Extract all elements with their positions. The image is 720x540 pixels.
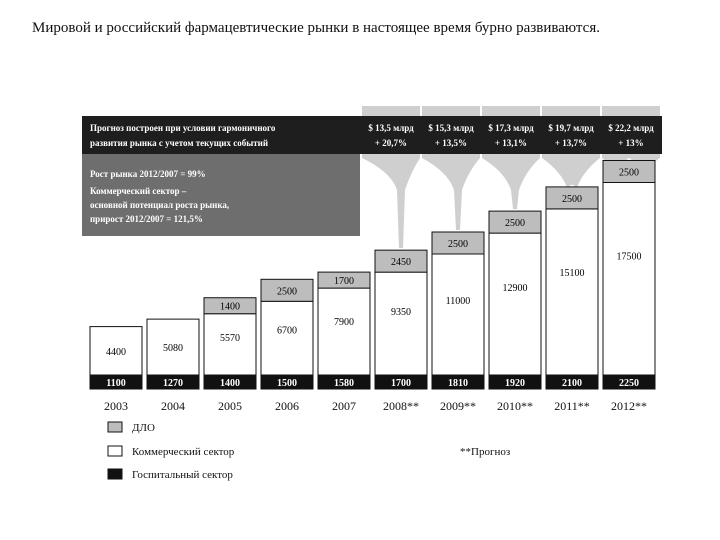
bar-dlo-2012** [602,160,656,183]
label-hospital-2012**: 2250 [619,378,639,389]
bar-commercial-2004 [146,318,200,376]
bar-commercial-2009** [431,253,485,376]
label-commercial-2008**: 9350 [391,307,411,318]
bar-dlo-2008** [374,249,428,273]
label-hospital-2009**: 1810 [448,378,468,389]
bar-dlo-2007 [317,271,371,289]
legend-label-dlo: ДЛО [132,422,155,434]
forecast-amount-2009**: $ 15,3 млрд [428,123,474,133]
label-dlo-2006: 2500 [277,286,297,297]
bar-dlo-2006 [260,278,314,302]
year-axis: 2003 2004 2005 2006 2007 2008** 2009** 2010** 20… [104,399,647,413]
year-label-2004: 2004 [161,399,185,413]
header-line-1: Прогноз построен при условии гармоничног… [90,123,276,133]
year-label-2007: 2007 [332,399,356,413]
bar-commercial-2008** [374,271,428,376]
bar-dlo-2009** [431,231,485,255]
year-label-2010**: 2010** [497,399,533,413]
label-commercial-2004: 5080 [163,343,183,354]
label-dlo-2007: 1700 [334,276,354,287]
stacked-bars: 1100 4400 1270 5080 1400 5570 1400 1500 6700 2500… [89,160,656,390]
legend-swatch-commercial [107,445,123,457]
label-dlo-2008**: 2450 [391,257,411,268]
year-label-2011**: 2011** [554,399,590,413]
year-label-2012**: 2012** [611,399,647,413]
bar-dlo-2010** [488,210,542,234]
bar-commercial-2005 [203,313,257,376]
year-label-2003: 2003 [104,399,128,413]
forecast-labels: $ 13,5 млрд + 20,7% $ 15,3 млрд + 13,5% $ 17… [368,123,654,148]
label-dlo-2010**: 2500 [505,218,525,229]
year-label-2005: 2005 [218,399,242,413]
label-hospital-2008**: 1700 [391,378,411,389]
label-commercial-2012**: 17500 [617,252,642,263]
forecast-note: **Прогноз [460,446,510,458]
label-dlo-2011**: 2500 [562,194,582,205]
bar-commercial-2011** [545,208,599,376]
forecast-growth-2012**: + 13% [618,138,643,148]
info-box [82,154,360,236]
forecast-amount-2011**: $ 19,7 млрд [548,123,594,133]
forecast-amount-2012**: $ 22,2 млрд [608,123,654,133]
label-dlo-2009**: 2500 [448,239,468,250]
year-label-2006: 2006 [275,399,299,413]
bar-dlo-2011** [545,186,599,210]
legend-label-hospital: Госпитальный сектор [132,469,233,481]
bar-commercial-2006 [260,300,314,376]
intro-paragraph: Мировой и российский фармацевтические ры… [32,20,600,36]
forecast-growth-2010**: + 13,1% [495,138,527,148]
legend-swatch-dlo [107,421,123,433]
label-commercial-2007: 7900 [334,317,354,328]
forecast-growth-2011**: + 13,7% [555,138,587,148]
forecast-growth-2008**: + 20,7% [375,138,407,148]
header-line-2: развития рынка с учетом текущих событий [90,138,268,148]
bar-dlo-2005 [203,297,257,315]
legend-swatch-hospital [107,468,123,480]
chart-header-bar [82,116,662,154]
label-commercial-2006: 6700 [277,325,297,336]
forecast-amount-2008**: $ 13,5 млрд [368,123,414,133]
label-hospital-2010**: 1920 [505,378,525,389]
info-line-1: Рост рынка 2012/2007 = 99% [90,169,206,179]
label-dlo-2012**: 2500 [619,168,639,179]
label-hospital-2003: 1100 [106,378,125,389]
label-hospital-2011**: 2100 [562,378,582,389]
forecast-growth-2009**: + 13,5% [435,138,467,148]
forecast-amount-2010**: $ 17,3 млрд [488,123,534,133]
label-hospital-2004: 1270 [163,378,183,389]
bar-commercial-2007 [317,287,371,376]
info-line-4: прирост 2012/2007 = 121,5% [90,214,203,224]
label-commercial-2009**: 11000 [446,296,471,307]
info-line-3: основной потенциал роста рынка, [90,200,229,210]
label-commercial-2005: 5570 [220,333,240,344]
bar-commercial-2010** [488,232,542,376]
label-hospital-2005: 1400 [220,378,240,389]
label-hospital-2007: 1580 [334,378,354,389]
label-commercial-2003: 4400 [106,347,126,358]
info-line-2: Коммерческий сектор – [90,186,187,196]
label-dlo-2005: 1400 [220,302,240,313]
label-hospital-2006: 1500 [277,378,297,389]
label-commercial-2010**: 12900 [503,283,528,294]
label-commercial-2011**: 15100 [560,268,585,279]
bar-commercial-2012** [602,182,656,376]
year-label-2009**: 2009** [440,399,476,413]
legend-label-commercial: Коммерческий сектор [132,446,235,458]
bar-commercial-2003 [89,326,143,376]
year-label-2008**: 2008** [383,399,419,413]
